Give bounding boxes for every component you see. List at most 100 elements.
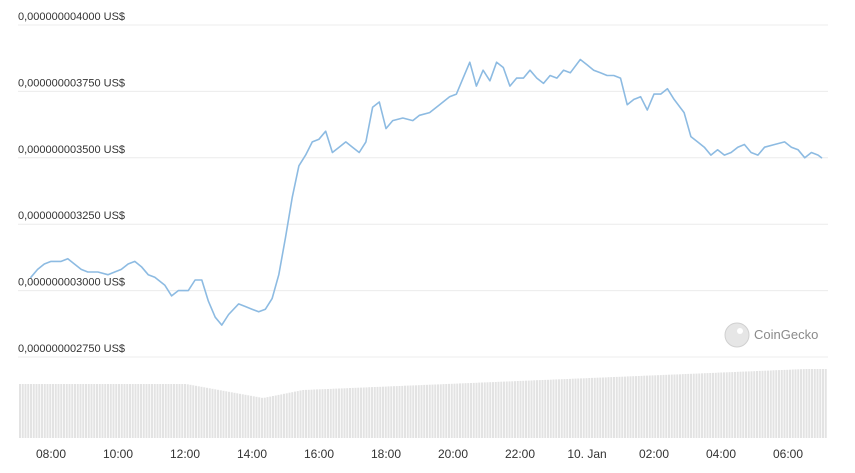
volume-bar — [153, 384, 156, 438]
volume-bar — [41, 384, 43, 438]
grid-lines — [18, 24, 828, 358]
volume-bar — [156, 384, 159, 438]
volume-bar — [255, 396, 258, 438]
x-tick-label: 04:00 — [706, 447, 736, 461]
volume-bar — [489, 382, 492, 438]
volume-bar — [508, 381, 511, 438]
volume-bar — [129, 384, 131, 438]
x-tick-label: 10:00 — [103, 447, 133, 461]
volume-bar — [558, 379, 560, 438]
volume-bar — [376, 386, 379, 438]
volume-bar — [151, 384, 153, 438]
volume-bar — [761, 370, 764, 438]
volume-bar — [797, 369, 800, 438]
y-tick-label: 0,000000003500 US$ — [18, 144, 125, 156]
volume-bar — [624, 376, 626, 438]
price-line — [30, 58, 823, 326]
volume-bar — [736, 371, 739, 438]
volume-bar — [340, 388, 343, 438]
volume-bar — [137, 384, 140, 438]
volume-bar — [720, 372, 723, 438]
volume-bar — [43, 384, 46, 438]
volume-bar — [492, 382, 494, 438]
volume-bar — [747, 371, 750, 438]
volume-bar — [646, 375, 648, 438]
volume-bar — [434, 384, 437, 438]
volume-bar — [756, 371, 758, 438]
volume-bar — [549, 379, 552, 438]
volume-bar — [522, 380, 525, 438]
x-tick-label: 18:00 — [371, 447, 401, 461]
volume-bar — [283, 393, 285, 438]
x-tick-label: 10. Jan — [567, 447, 606, 461]
volume-bar — [395, 386, 398, 438]
volume-bar — [24, 384, 27, 438]
volume-bar — [19, 384, 21, 438]
x-tick-label: 14:00 — [237, 447, 267, 461]
volume-bar — [690, 373, 692, 438]
volume-bar — [167, 384, 170, 438]
volume-bar — [519, 380, 522, 438]
volume-bar — [239, 393, 241, 438]
volume-bar — [258, 397, 261, 438]
x-tick-label: 08:00 — [36, 447, 66, 461]
volume-bar — [373, 387, 376, 438]
volume-bar — [225, 391, 228, 438]
volume-bar — [200, 386, 203, 438]
volume-bar — [351, 387, 354, 438]
gecko-logo-icon — [724, 322, 750, 348]
volume-bar — [398, 386, 401, 438]
volume-bar — [805, 369, 808, 438]
volume-bar — [332, 388, 335, 438]
volume-bar — [791, 369, 794, 438]
volume-bar — [684, 374, 687, 438]
volume-bar — [802, 369, 805, 438]
x-tick-label: 06:00 — [773, 447, 803, 461]
volume-bar — [195, 385, 197, 438]
volume-bar — [120, 384, 123, 438]
volume-bar — [742, 371, 745, 438]
volume-bar — [360, 387, 362, 438]
volume-bar — [134, 384, 137, 438]
volume-bar — [577, 378, 580, 438]
volume-bar — [819, 369, 822, 438]
coingecko-watermark: CoinGecko — [724, 322, 818, 348]
volume-bar — [104, 384, 107, 438]
volume-bar — [173, 384, 175, 438]
volume-bar — [789, 369, 791, 438]
volume-bar — [514, 381, 516, 438]
volume-bar — [184, 384, 186, 438]
volume-bar — [758, 370, 761, 438]
volume-bar — [464, 383, 467, 438]
volume-bar — [343, 388, 346, 438]
volume-bar — [327, 389, 329, 438]
volume-bar — [54, 384, 57, 438]
volume-bar — [813, 369, 816, 438]
volume-bar — [450, 383, 453, 438]
volume-bar — [417, 385, 420, 438]
volume-bar — [536, 380, 538, 438]
volume-bar — [783, 369, 786, 438]
volume-bar — [426, 384, 428, 438]
volume-bar — [423, 384, 426, 438]
volume-bar — [277, 394, 280, 438]
volume-bar — [338, 388, 340, 438]
volume-bar — [775, 370, 778, 438]
volume-bar — [35, 384, 38, 438]
volume-bar — [401, 385, 404, 438]
volume-bar — [772, 370, 775, 438]
volume-bar — [206, 387, 208, 438]
volume-bar — [657, 375, 659, 438]
volume-bar — [244, 394, 247, 438]
volume-bar — [65, 384, 68, 438]
volume-bar — [115, 384, 118, 438]
volume-bar — [142, 384, 145, 438]
volume-bar — [159, 384, 162, 438]
volume-bar — [629, 376, 632, 438]
volume-bar — [280, 394, 283, 438]
volume-bar — [38, 384, 41, 438]
volume-bar — [811, 369, 813, 438]
volume-bar — [71, 384, 74, 438]
gecko-eye-icon — [737, 328, 743, 334]
volume-bar — [505, 381, 508, 438]
